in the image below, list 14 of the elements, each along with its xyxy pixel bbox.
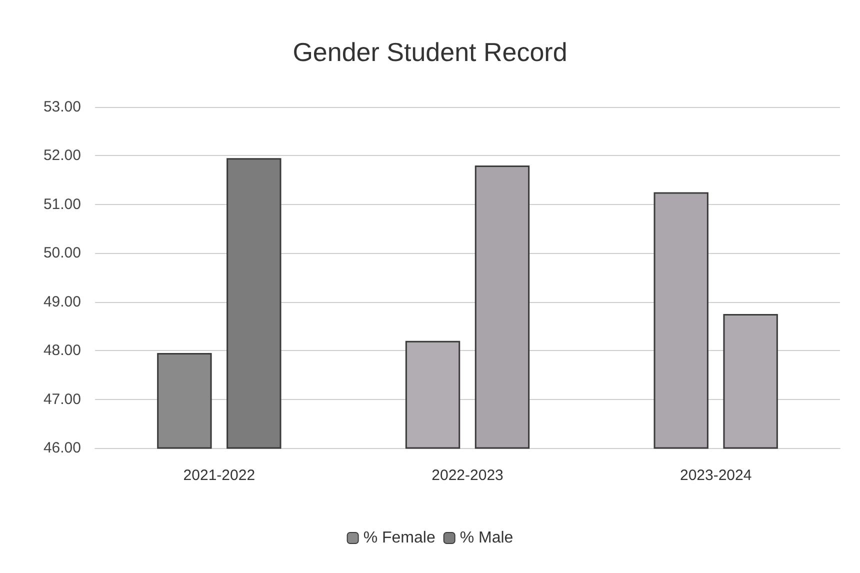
- x-tick-label: 2022-2023: [432, 467, 504, 484]
- y-tick-label: 53.00: [43, 98, 81, 116]
- chart-title: Gender Student Record: [292, 37, 568, 67]
- x-tick-label: 2021-2022: [183, 467, 256, 484]
- legend-label: % Female: [363, 530, 436, 546]
- legend-label: % Male: [460, 530, 514, 546]
- y-tick-label: 47.00: [43, 390, 81, 408]
- y-tick-label: 50.00: [43, 244, 81, 262]
- x-tick-label: 2023-2024: [680, 467, 752, 484]
- y-tick-label: 46.00: [43, 440, 81, 456]
- y-tick-label: 51.00: [43, 196, 81, 213]
- y-tick-label: 52.00: [43, 147, 81, 164]
- y-tick-label: 48.00: [43, 342, 81, 360]
- y-tick-label: 49.00: [43, 293, 81, 310]
